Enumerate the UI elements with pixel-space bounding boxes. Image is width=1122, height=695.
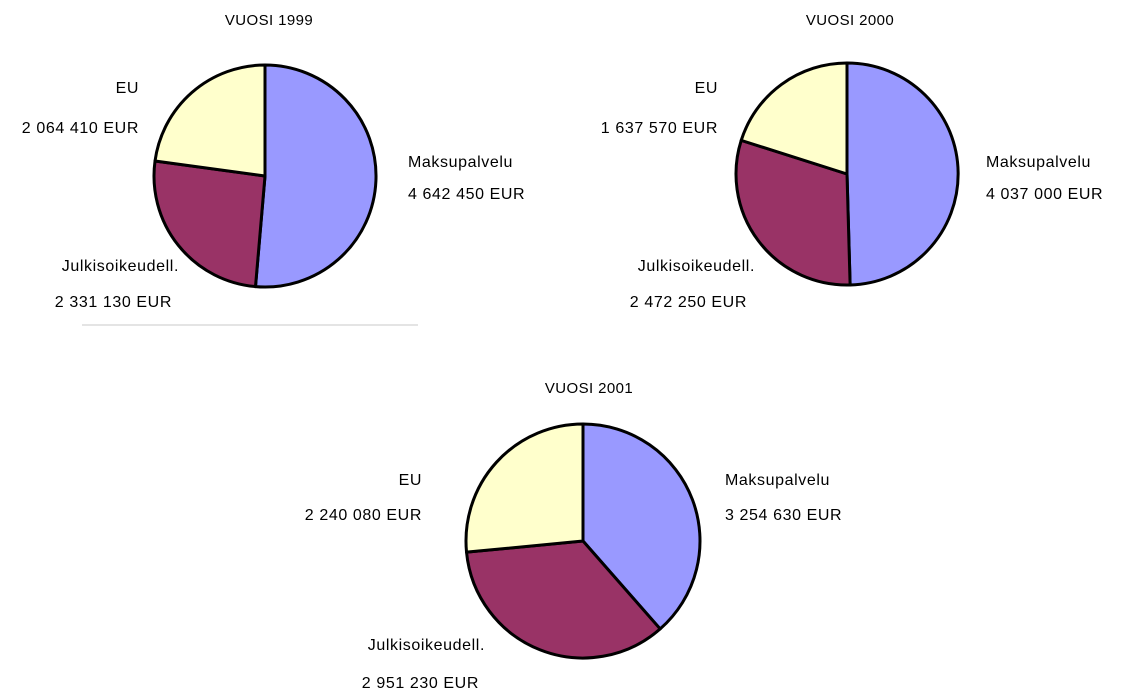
slice-value-maksupalvelu: 3 254 630 EUR <box>725 507 842 524</box>
chart-title: VUOSI 2001 <box>545 380 633 397</box>
pie-2001-slices <box>464 422 702 660</box>
pie-slice-eu <box>464 422 585 554</box>
slice-value-julkisoikeudell: 2 472 250 EUR <box>630 294 747 311</box>
chart-title: VUOSI 1999 <box>225 12 313 29</box>
pie-chart-1999: VUOSI 1999 Maksupalvelu 4 642 450 EUR EU… <box>22 12 525 311</box>
pie-2000-slices <box>734 61 960 287</box>
slice-label-eu: EU <box>695 80 718 97</box>
pie-slice-maksupalvelu <box>845 61 960 287</box>
slice-label-julkisoikeudell: Julkisoikeudell. <box>638 258 755 275</box>
pie-slice-julkisoikeudell <box>152 159 267 289</box>
slice-value-julkisoikeudell: 2 331 130 EUR <box>55 294 172 311</box>
pie-chart-2000: VUOSI 2000 Maksupalvelu 4 037 000 EUR EU… <box>601 12 1103 311</box>
pie-1999-slices <box>152 63 378 289</box>
pie-slice-eu <box>153 63 267 178</box>
slice-value-eu: 2 240 080 EUR <box>305 507 422 524</box>
slice-label-julkisoikeudell: Julkisoikeudell. <box>62 258 179 275</box>
slice-value-eu: 1 637 570 EUR <box>601 120 718 137</box>
chart-title: VUOSI 2000 <box>806 12 894 29</box>
slice-label-maksupalvelu: Maksupalvelu <box>408 154 513 171</box>
pie-slice-maksupalvelu <box>253 63 378 289</box>
slice-label-julkisoikeudell: Julkisoikeudell. <box>368 637 485 654</box>
slice-value-maksupalvelu: 4 642 450 EUR <box>408 186 525 203</box>
slice-value-eu: 2 064 410 EUR <box>22 120 139 137</box>
pie-chart-2001: VUOSI 2001 Maksupalvelu 3 254 630 EUR EU… <box>305 380 842 692</box>
slice-value-maksupalvelu: 4 037 000 EUR <box>986 186 1103 203</box>
slice-label-maksupalvelu: Maksupalvelu <box>986 154 1091 171</box>
pie-slice-eu <box>739 61 849 176</box>
pie-slice-julkisoikeudell <box>734 138 852 287</box>
pie-slice-maksupalvelu <box>581 422 702 631</box>
pie-slice-julkisoikeudell <box>465 539 662 660</box>
slice-label-eu: EU <box>116 80 139 97</box>
slice-label-eu: EU <box>399 472 422 489</box>
slice-value-julkisoikeudell: 2 951 230 EUR <box>362 675 479 692</box>
slice-label-maksupalvelu: Maksupalvelu <box>725 472 830 489</box>
